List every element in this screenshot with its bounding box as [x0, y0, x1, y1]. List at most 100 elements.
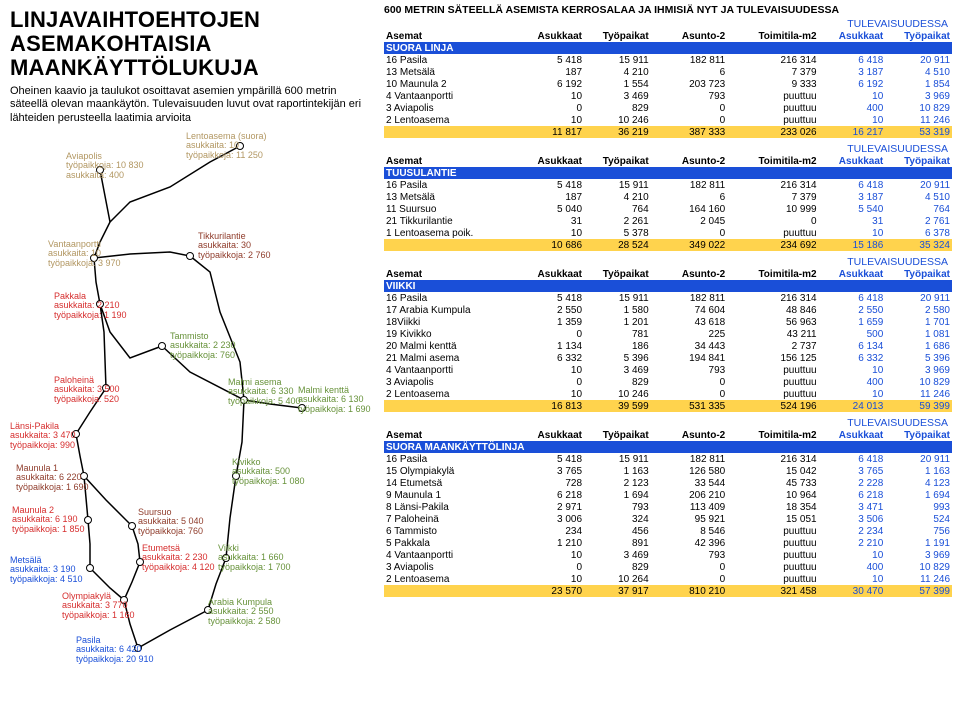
table-cell: 2 Lentoasema: [384, 388, 517, 400]
total-cell: 11 817: [517, 126, 584, 138]
table-cell: 2 045: [651, 215, 728, 227]
table-cell: 1 686: [885, 340, 952, 352]
table-cell: 16 Pasila: [384, 453, 517, 465]
table-cell: 14 Etumetsä: [384, 477, 517, 489]
data-table: AsematAsukkaatTyöpaikatAsunto-2Toimitila…: [384, 429, 952, 597]
table-cell: 194 841: [651, 352, 728, 364]
total-cell: 35 324: [885, 239, 952, 251]
table-cell: 74 604: [651, 304, 728, 316]
total-cell: 30 470: [819, 585, 886, 597]
table-cell: 9 Maunula 1: [384, 489, 517, 501]
table-cell: 6 418: [819, 179, 886, 191]
table-cell: 3 469: [584, 364, 651, 376]
station-label: Tikkurilantieasukkaita: 30työpaikkoja: 2…: [198, 232, 271, 260]
table-cell: 187: [517, 66, 584, 78]
table-cell: 1 659: [819, 316, 886, 328]
table-cell: 15 911: [584, 179, 651, 191]
title-line-1: LINJAVAIHTOEHTOJEN: [10, 7, 260, 32]
total-row: 23 57037 917810 210321 45830 47057 399: [384, 585, 952, 597]
table-cell: 5 418: [517, 54, 584, 66]
table-cell: puuttuu: [727, 388, 818, 400]
total-cell: 321 458: [727, 585, 818, 597]
station-label: Pakkalaasukkaita: 2 210työpaikkoja: 1 19…: [54, 292, 127, 320]
table-cell: 7 Paloheinä: [384, 513, 517, 525]
table-block: TULEVAISUUDESSAAsematAsukkaatTyöpaikatAs…: [384, 18, 952, 138]
table-cell: 2 550: [819, 304, 886, 316]
table-cell: 15 911: [584, 54, 651, 66]
table-cell: 10 264: [584, 573, 651, 585]
table-cell: 793: [651, 549, 728, 561]
total-cell: 524 196: [727, 400, 818, 412]
intro-text: Oheinen kaavio ja taulukot osoittavat as…: [10, 85, 374, 126]
table-cell: 10: [517, 90, 584, 102]
table-cell: 10: [517, 573, 584, 585]
table-cell: 1 Lentoasema poik.: [384, 227, 517, 239]
table-cell: 6 378: [885, 227, 952, 239]
table-cell: 95 921: [651, 513, 728, 525]
table-cell: 781: [584, 328, 651, 340]
table-cell: 10: [819, 573, 886, 585]
table-cell: 10: [517, 364, 584, 376]
table-cell: 5 396: [584, 352, 651, 364]
table-cell: 3 006: [517, 513, 584, 525]
table-cell: 20 911: [885, 453, 952, 465]
table-header: Toimitila-m2: [727, 30, 818, 42]
section-label: VIIKKI: [384, 280, 952, 292]
table-row: 7 Paloheinä3 00632495 92115 0513 506524: [384, 513, 952, 525]
table-cell: 21 Tikkurilantie: [384, 215, 517, 227]
table-cell: 203 723: [651, 78, 728, 90]
table-row: 15 Olympiakylä3 7651 163126 58015 0423 7…: [384, 465, 952, 477]
table-cell: 756: [885, 525, 952, 537]
table-cell: 400: [819, 376, 886, 388]
table-header: Asukkaat: [517, 429, 584, 441]
table-cell: 10 246: [584, 114, 651, 126]
station-label: Malmi kenttäasukkaita: 6 130työpaikkoja:…: [298, 386, 371, 414]
table-cell: 10: [819, 90, 886, 102]
table-cell: 3 969: [885, 90, 952, 102]
section-label: SUORA MAANKÄYTTÖLINJA: [384, 441, 952, 453]
table-header-row: AsematAsukkaatTyöpaikatAsunto-2Toimitila…: [384, 429, 952, 441]
table-cell: 16 Pasila: [384, 179, 517, 191]
table-header: Toimitila-m2: [727, 268, 818, 280]
table-header: Asunto-2: [651, 268, 728, 280]
table-header: Asukkaat: [517, 268, 584, 280]
section-row: VIIKKI: [384, 280, 952, 292]
station-label: Pasilaasukkaita: 6 420työpaikkoja: 20 91…: [76, 636, 154, 664]
table-row: 4 Vantaanportti103 469793puuttuu103 969: [384, 90, 952, 102]
table-cell: 15 911: [584, 292, 651, 304]
table-cell: 21 Malmi asema: [384, 352, 517, 364]
table-cell: 10 829: [885, 102, 952, 114]
table-cell: 20 Malmi kenttä: [384, 340, 517, 352]
table-header: Asukkaat: [819, 155, 886, 167]
table-row: 16 Pasila5 41815 911182 811216 3146 4182…: [384, 453, 952, 465]
total-cell: 53 319: [885, 126, 952, 138]
table-row: 13 Metsälä1874 21067 3793 1874 510: [384, 66, 952, 78]
table-cell: 0: [727, 215, 818, 227]
table-row: 3 Aviapolis08290puuttuu40010 829: [384, 102, 952, 114]
table-cell: 5 396: [885, 352, 952, 364]
table-cell: puuttuu: [727, 573, 818, 585]
table-header: Työpaikat: [885, 30, 952, 42]
table-cell: 4 123: [885, 477, 952, 489]
table-cell: 5 418: [517, 453, 584, 465]
table-cell: 42 396: [651, 537, 728, 549]
table-cell: 45 733: [727, 477, 818, 489]
table-cell: 11 246: [885, 114, 952, 126]
table-header: Asukkaat: [819, 30, 886, 42]
table-cell: 2 Lentoasema: [384, 114, 517, 126]
total-cell: 39 599: [584, 400, 651, 412]
table-row: 4 Vantaanportti103 469793puuttuu103 969: [384, 364, 952, 376]
total-cell: 59 399: [885, 400, 952, 412]
table-cell: 225: [651, 328, 728, 340]
station-label: Länsi-Pakilaasukkaita: 3 470työpaikkoja:…: [10, 422, 76, 450]
table-cell: 4 510: [885, 191, 952, 203]
table-cell: 829: [584, 561, 651, 573]
table-cell: 13 Metsälä: [384, 191, 517, 203]
table-cell: 10 Maunula 2: [384, 78, 517, 90]
table-row: 2 Lentoasema1010 2640puuttuu1011 246: [384, 573, 952, 585]
table-header-row: AsematAsukkaatTyöpaikatAsunto-2Toimitila…: [384, 268, 952, 280]
total-cell: 37 917: [584, 585, 651, 597]
title-line-2: ASEMAKOHTAISIA: [10, 31, 212, 56]
table-cell: puuttuu: [727, 561, 818, 573]
table-cell: 10: [517, 227, 584, 239]
